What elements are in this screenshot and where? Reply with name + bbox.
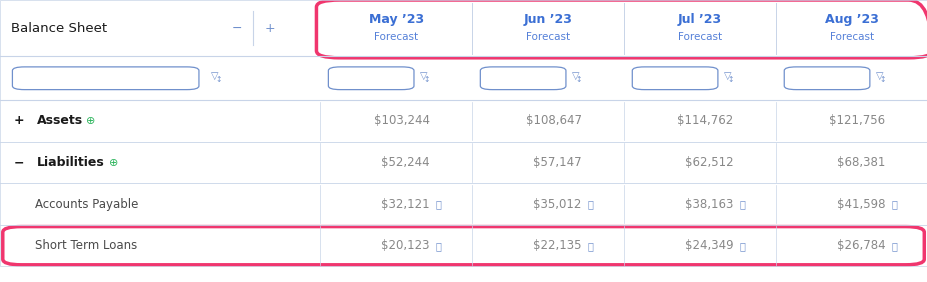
Text: ↕: ↕ [575,75,581,84]
Text: +: + [14,114,24,127]
Text: Ⓡ: Ⓡ [738,199,744,209]
Text: ▽: ▽ [211,71,219,81]
Text: Jul ’23: Jul ’23 [678,13,721,26]
Text: −: − [14,156,24,169]
Text: $22,135: $22,135 [532,239,581,252]
Text: $57,147: $57,147 [532,156,581,169]
Text: $103,244: $103,244 [374,114,429,127]
Text: Ⓡ: Ⓡ [435,241,440,251]
Text: $108,647: $108,647 [525,114,581,127]
Text: −: − [231,22,242,35]
Text: Forecast: Forecast [678,32,721,42]
Text: ↕: ↕ [423,75,429,84]
Text: Forecast: Forecast [374,32,418,42]
Text: ⊕: ⊕ [108,158,118,168]
Text: Assets: Assets [37,114,83,127]
Text: Aug ’23: Aug ’23 [824,13,878,26]
Text: Ⓡ: Ⓡ [587,199,592,209]
Text: $68,381: $68,381 [836,156,884,169]
Text: Ⓡ: Ⓡ [890,199,895,209]
Text: Forecast: Forecast [829,32,873,42]
Text: ▽: ▽ [419,71,426,81]
Text: Ⓡ: Ⓡ [587,241,592,251]
Text: Forecast: Forecast [526,32,569,42]
Text: Short Term Loans: Short Term Loans [35,239,137,252]
Text: $24,349: $24,349 [684,239,732,252]
Text: $20,123: $20,123 [381,239,429,252]
Text: ↕: ↕ [727,75,733,84]
Text: Ⓡ: Ⓡ [738,241,744,251]
Text: $26,784: $26,784 [836,239,884,252]
Text: ▽: ▽ [723,71,730,81]
Text: Balance Sheet: Balance Sheet [11,22,108,35]
Text: Jun ’23: Jun ’23 [523,13,572,26]
Text: Ⓡ: Ⓡ [435,199,440,209]
Text: Ⓡ: Ⓡ [890,241,895,251]
Text: Accounts Payable: Accounts Payable [35,198,138,211]
Text: May ’23: May ’23 [368,13,424,26]
Text: $38,163: $38,163 [684,198,732,211]
Text: ▽: ▽ [874,71,883,81]
Text: $121,756: $121,756 [829,114,884,127]
Text: $114,762: $114,762 [677,114,732,127]
Text: ↕: ↕ [878,75,884,84]
Text: $32,121: $32,121 [381,198,429,211]
Text: Liabilities: Liabilities [37,156,105,169]
Text: $52,244: $52,244 [381,156,429,169]
Text: +: + [264,22,275,35]
Text: $35,012: $35,012 [533,198,581,211]
Text: ▽: ▽ [571,71,578,81]
Text: ⊕: ⊕ [86,116,95,126]
Text: $62,512: $62,512 [684,156,732,169]
Text: ↕: ↕ [215,75,222,84]
Text: $41,598: $41,598 [836,198,884,211]
